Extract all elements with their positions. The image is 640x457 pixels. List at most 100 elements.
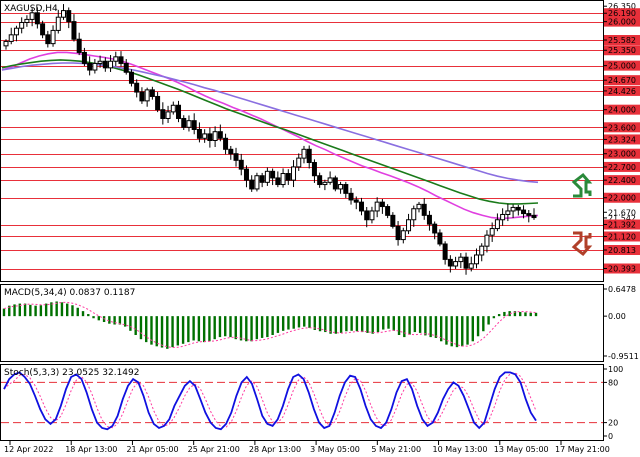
macd-bar xyxy=(355,316,359,332)
candle-body xyxy=(165,111,171,119)
candle-body xyxy=(170,104,176,113)
ma-line xyxy=(1,59,539,205)
candle-body xyxy=(515,206,521,211)
candle-body xyxy=(322,181,328,186)
macd-bar xyxy=(492,316,496,319)
price-tick-label: 20.393 xyxy=(608,265,636,274)
time-tick-label: 10 May 13:00 xyxy=(433,445,488,454)
candle-body xyxy=(202,133,208,139)
price-tick-bg xyxy=(604,104,640,115)
time-tick-label: 13 May 05:00 xyxy=(494,445,549,454)
macd-tick-label: 0.00 xyxy=(608,312,626,321)
candle-body xyxy=(259,175,265,183)
macd-bar xyxy=(8,305,11,317)
candle-body xyxy=(390,214,396,227)
candle-body xyxy=(102,60,108,69)
macd-bar xyxy=(239,316,243,341)
price-tick-label: 24.670 xyxy=(608,76,636,85)
macd-bar xyxy=(408,316,411,335)
macd-bar xyxy=(29,304,32,317)
macd-bar xyxy=(529,312,532,317)
candle-body xyxy=(494,219,500,230)
candle-body xyxy=(50,29,56,45)
macd-bar xyxy=(92,316,95,319)
macd-bar xyxy=(50,302,53,317)
price-tick-bg xyxy=(604,161,640,172)
time-tick-label: 18 Apr 13:00 xyxy=(65,445,117,454)
stoch-label: Stoch(5,3,3) 23.0525 32.1492 xyxy=(4,368,139,378)
macd-bar xyxy=(134,316,137,336)
macd-bar xyxy=(44,303,48,317)
macd-bar xyxy=(471,316,474,342)
time-tick-label: 17 May 21:00 xyxy=(555,445,610,454)
price-tick-label: 21.120 xyxy=(608,232,636,241)
candle-body xyxy=(432,223,438,234)
candle-body xyxy=(71,21,77,40)
candle-body xyxy=(113,56,119,62)
candle-body xyxy=(489,228,495,236)
macd-bar xyxy=(413,316,417,333)
candle-body xyxy=(421,203,427,216)
stoch-tick-label: 80 xyxy=(608,378,618,387)
macd-bar xyxy=(123,316,127,327)
macd-bar xyxy=(260,316,264,338)
macd-bar xyxy=(297,316,301,328)
candle-body xyxy=(254,175,260,190)
macd-bar xyxy=(287,316,290,330)
candle-body xyxy=(92,62,98,71)
time-tick-label: 3 May 05:00 xyxy=(310,445,360,454)
macd-histogram xyxy=(2,301,538,349)
macd-bar xyxy=(387,316,390,329)
ma-line xyxy=(1,51,539,220)
macd-bar xyxy=(55,301,58,317)
macd-signal-line xyxy=(3,301,537,349)
candle-body xyxy=(155,95,161,111)
macd-bar xyxy=(476,316,480,337)
macd-bar xyxy=(508,311,511,317)
macd-bar xyxy=(171,316,174,348)
candle-body xyxy=(144,89,150,102)
candle-body xyxy=(13,27,19,36)
macd-bar xyxy=(224,316,227,337)
price-tick-label: 21.392 xyxy=(608,221,636,230)
macd-bar xyxy=(108,316,111,324)
candle-body xyxy=(285,173,291,181)
candle-body xyxy=(128,71,134,84)
price-tick-bg xyxy=(604,148,640,159)
stochastic-lines xyxy=(1,371,603,431)
candle-body xyxy=(447,258,453,267)
candle-body xyxy=(510,206,516,212)
candle-body xyxy=(19,21,25,29)
candle-body xyxy=(66,10,72,23)
price-tick-label: 26.190 xyxy=(608,9,636,18)
candle-body xyxy=(358,201,364,212)
macd-bar xyxy=(366,316,369,333)
candle-body xyxy=(196,128,202,139)
candle-body xyxy=(468,263,474,269)
arrow-up-icon xyxy=(571,172,593,198)
macd-bar xyxy=(418,316,422,333)
candle-body xyxy=(311,162,317,177)
candle-body xyxy=(521,209,527,215)
time-tick-label: 28 Apr 13:00 xyxy=(249,445,301,454)
macd-bar xyxy=(76,307,79,317)
candle-body xyxy=(134,82,140,93)
candle-body xyxy=(270,170,276,179)
macd-bar xyxy=(250,316,253,342)
candle-body xyxy=(186,120,192,128)
candle-body xyxy=(97,60,103,64)
macd-tick-label: 0.6478 xyxy=(608,285,636,294)
stoch-tick-label: 0 xyxy=(608,432,613,441)
macd-bar xyxy=(487,316,490,325)
macd-bar xyxy=(392,316,395,331)
macd-bar xyxy=(129,316,132,331)
candle-body xyxy=(442,243,448,260)
candle-body xyxy=(176,104,182,119)
time-tick-label: 12 Apr 2022 xyxy=(4,445,53,454)
candle-body xyxy=(108,60,114,69)
candle-body xyxy=(61,10,67,18)
candle-body xyxy=(40,23,46,36)
price-tick-label: 23.324 xyxy=(608,135,636,144)
